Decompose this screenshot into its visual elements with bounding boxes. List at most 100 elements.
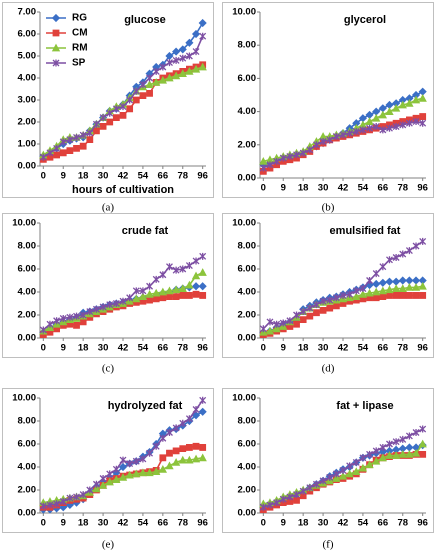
data-point	[119, 112, 127, 119]
data-point	[165, 461, 174, 470]
x-tick-label: 66	[378, 183, 389, 194]
data-point	[171, 285, 181, 294]
x-tick-label: 78	[177, 171, 188, 182]
data-point	[119, 456, 127, 464]
data-point	[59, 498, 67, 505]
data-point	[171, 458, 181, 466]
data-point	[152, 288, 161, 297]
data-point	[166, 449, 173, 457]
y-tick-label: 2.00	[18, 485, 37, 496]
data-point	[99, 303, 107, 311]
data-point	[198, 453, 207, 462]
x-tick-label: 54	[138, 518, 149, 529]
y-tick-label: 2.00	[238, 485, 257, 496]
data-point	[419, 237, 427, 245]
data-point	[306, 312, 314, 320]
data-point	[171, 71, 181, 80]
x-axis-title: hours of cultivation	[72, 184, 174, 196]
y-tick-label: 0.00	[18, 508, 37, 519]
x-tick-label: 66	[158, 343, 169, 354]
data-point	[152, 78, 161, 86]
data-point	[273, 157, 281, 165]
x-tick-label: 42	[118, 343, 129, 354]
y-tick-label: 6.00	[18, 29, 37, 40]
data-point	[398, 450, 407, 458]
x-tick-label: 66	[158, 518, 169, 529]
data-point	[346, 129, 354, 137]
data-point	[299, 316, 307, 323]
data-point	[405, 443, 414, 452]
data-point	[366, 277, 374, 284]
data-point	[105, 477, 114, 486]
data-point	[191, 29, 201, 39]
data-point	[391, 451, 401, 459]
data-point	[126, 460, 134, 468]
data-point	[359, 126, 367, 134]
data-point	[379, 126, 387, 134]
data-point	[185, 280, 194, 289]
data-point	[106, 109, 114, 117]
data-point	[338, 471, 348, 480]
panel-label: (d)	[322, 363, 335, 375]
data-point	[272, 324, 281, 333]
x-tick-label: 30	[318, 518, 329, 529]
data-point	[191, 411, 201, 420]
data-point	[332, 133, 340, 140]
data-point	[106, 301, 114, 309]
data-point	[332, 470, 340, 478]
panel-frame	[2, 213, 214, 358]
data-point	[52, 29, 60, 37]
x-tick-label: 30	[98, 518, 109, 529]
data-point	[185, 38, 194, 47]
data-point	[198, 282, 207, 291]
y-tick-label: 4.00	[18, 73, 37, 84]
data-point	[46, 149, 54, 157]
data-point	[79, 491, 87, 499]
data-point	[405, 283, 414, 291]
data-point	[199, 252, 207, 260]
data-point	[179, 54, 187, 62]
chart-title: crude fat	[122, 225, 169, 237]
data-point	[99, 114, 107, 122]
data-point	[386, 256, 393, 264]
data-point	[159, 434, 167, 442]
y-tick-label: 10.00	[12, 218, 36, 229]
data-point	[92, 305, 100, 313]
data-point	[119, 103, 127, 111]
data-point	[273, 320, 281, 328]
data-point	[166, 59, 173, 67]
data-point	[198, 268, 207, 276]
data-point	[159, 271, 167, 279]
x-tick-label: 0	[261, 518, 266, 529]
data-point	[139, 455, 147, 463]
y-tick-label: 5.00	[18, 51, 37, 62]
data-point	[51, 13, 61, 23]
data-point	[191, 271, 201, 280]
panel-frame	[222, 213, 434, 358]
data-point	[152, 295, 160, 303]
y-tick-label: 8.00	[238, 416, 257, 427]
data-point	[392, 292, 400, 299]
data-point	[66, 494, 74, 502]
data-point	[412, 292, 420, 299]
data-point	[266, 318, 274, 326]
y-tick-label: 0.00	[238, 333, 257, 344]
panel-label: (f)	[323, 539, 334, 550]
data-point	[92, 480, 100, 488]
x-tick-label: 42	[338, 183, 349, 194]
x-tick-label: 54	[138, 171, 149, 182]
panel-frame	[2, 2, 214, 198]
y-tick-label: 4.00	[238, 462, 257, 473]
data-point	[346, 290, 354, 298]
data-point	[412, 118, 420, 126]
x-tick-label: 18	[78, 343, 89, 354]
chart-title: glucose	[124, 14, 166, 26]
data-point	[132, 287, 140, 295]
data-point	[146, 90, 153, 97]
data-point	[112, 105, 120, 113]
x-tick-label: 0	[261, 343, 266, 354]
x-tick-label: 30	[98, 343, 109, 354]
data-point	[79, 318, 87, 326]
data-point	[178, 455, 187, 464]
data-point	[392, 438, 400, 446]
